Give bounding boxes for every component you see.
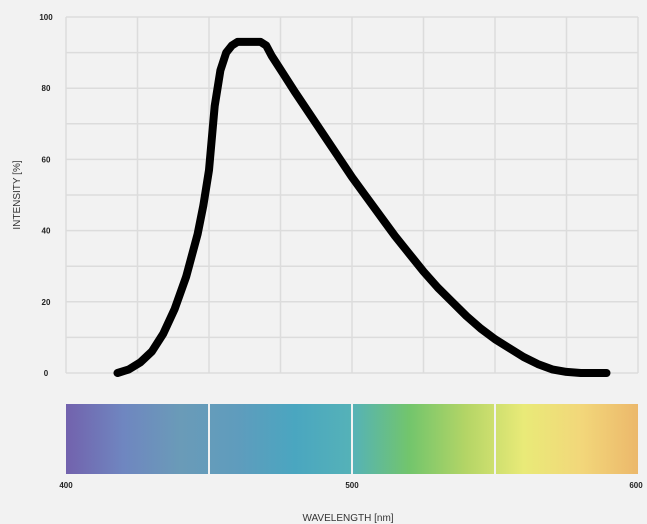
x-axis-label: WAVELENGTH [nm] xyxy=(302,513,393,524)
x-tick-label: 600 xyxy=(629,481,643,490)
intensity-curve xyxy=(113,37,611,377)
y-tick-label: 100 xyxy=(39,13,53,22)
y-tick-label: 60 xyxy=(42,155,51,164)
spectrum-dividers xyxy=(208,404,496,474)
y-tick-label: 0 xyxy=(44,369,49,378)
x-tick-labels: 400 500 600 xyxy=(59,481,643,490)
series-layer xyxy=(113,37,611,377)
y-axis-label: INTENSITY [%] xyxy=(12,160,23,229)
y-tick-label: 80 xyxy=(42,84,51,93)
grid xyxy=(65,16,639,374)
x-tick-label: 400 xyxy=(59,481,73,490)
y-tick-label: 40 xyxy=(42,227,51,236)
x-tick-label: 500 xyxy=(345,481,359,490)
y-tick-label: 20 xyxy=(42,298,51,307)
y-tick-labels: 0 20 40 60 80 100 xyxy=(39,13,53,378)
